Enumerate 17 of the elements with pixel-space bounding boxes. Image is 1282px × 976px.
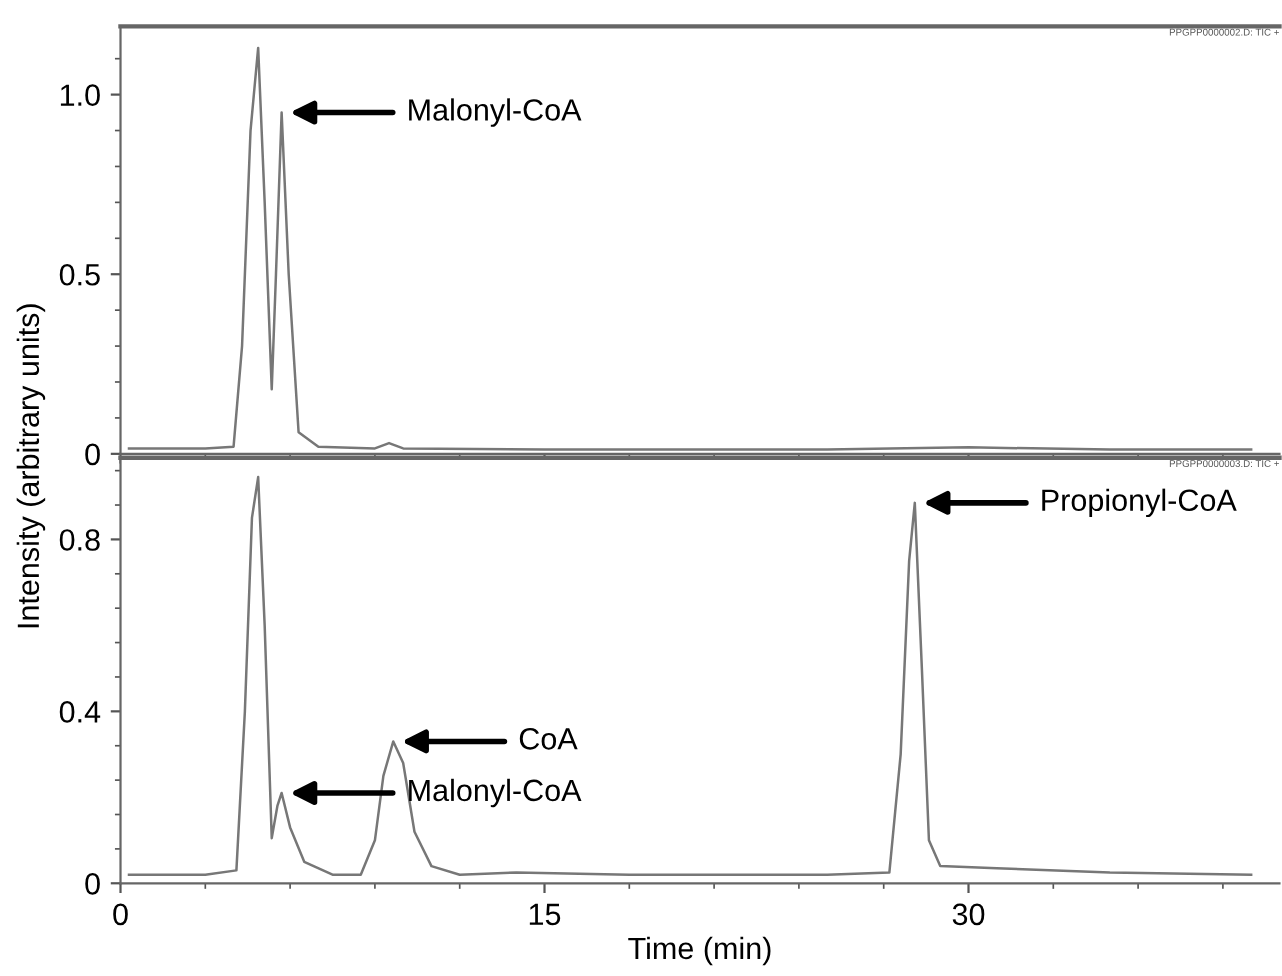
annotation: Propionyl-CoA: [1042, 488, 1237, 518]
y-tick-label: 0.5: [59, 263, 100, 286]
y-tick-label: 0: [85, 873, 100, 895]
y-tick-label: 1.0: [60, 84, 100, 106]
x-axis-title: Time (min): [628, 936, 771, 966]
y-tick-label: 0.4: [59, 701, 101, 723]
annotation: Malonyl-CoA: [409, 98, 582, 127]
y-axis-title: Intensity (arbitrary units): [16, 304, 46, 628]
y-tick-label: 0: [85, 443, 100, 466]
x-tick-label: 0: [113, 903, 128, 926]
y-tick-label: 0.8: [59, 529, 100, 551]
line-series: [127, 475, 1253, 876]
annotation: Malonyl-CoA: [409, 778, 582, 808]
line-series: [127, 46, 1253, 451]
annotation: CoA: [519, 728, 578, 750]
x-tick-label: 15: [529, 903, 561, 926]
x-tick-label: 30: [952, 903, 985, 926]
